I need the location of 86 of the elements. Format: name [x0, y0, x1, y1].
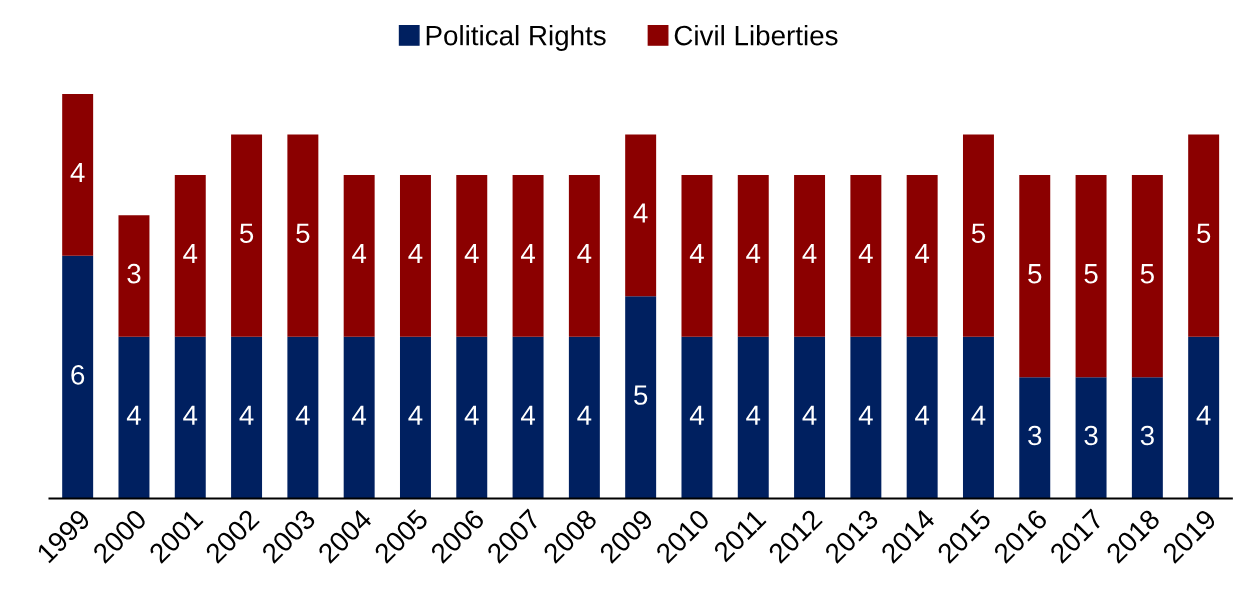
data-label: 4: [858, 405, 873, 425]
bar: [737, 174, 769, 337]
bar: [681, 336, 713, 499]
data-label: 3: [1084, 425, 1098, 446]
bar: [1188, 336, 1220, 499]
bar: [399, 174, 431, 337]
bar: [62, 255, 94, 499]
data-label: 5: [239, 223, 254, 244]
data-label: 4: [352, 243, 367, 263]
data-label: 4: [858, 243, 873, 263]
bar: [231, 134, 263, 337]
bar: [343, 174, 375, 337]
data-label: 6: [71, 364, 85, 385]
bar: [681, 174, 713, 337]
data-label: 4: [295, 405, 310, 425]
bar: [231, 336, 263, 499]
data-label: 4: [577, 405, 592, 425]
data-label: 4: [408, 243, 423, 263]
bar: [1188, 134, 1220, 337]
data-label: 4: [126, 405, 141, 425]
bar: [1131, 174, 1163, 378]
data-label: 4: [915, 405, 930, 425]
legend-label: Civil Liberties: [674, 25, 838, 46]
bar: [287, 134, 319, 337]
data-label: 3: [1140, 425, 1154, 446]
bar: [1019, 174, 1051, 378]
bar: [343, 336, 375, 499]
bar: [456, 174, 488, 337]
data-label: 4: [520, 243, 535, 263]
bar: [512, 336, 544, 499]
bar: [118, 336, 150, 499]
bar: [737, 336, 769, 499]
bar: [794, 174, 826, 337]
bar: [118, 215, 150, 337]
bar: [850, 336, 882, 499]
bar: [625, 134, 657, 297]
data-label: 5: [1197, 223, 1211, 244]
bar: [906, 336, 938, 499]
data-label: 4: [633, 203, 648, 223]
data-label: 4: [464, 243, 479, 263]
bar: [906, 174, 938, 337]
data-label: 4: [915, 243, 930, 263]
data-label: 4: [520, 405, 535, 425]
bar: [625, 296, 657, 499]
data-label: 4: [352, 405, 367, 425]
data-label: 4: [689, 405, 704, 425]
bar: [62, 93, 94, 256]
bar: [174, 174, 206, 337]
data-label: 5: [971, 223, 986, 244]
data-label: 4: [746, 243, 761, 263]
data-label: 4: [802, 405, 817, 425]
data-label: 4: [464, 405, 479, 425]
data-label: 3: [127, 263, 141, 284]
data-label: 4: [802, 243, 817, 263]
bar: [794, 336, 826, 499]
bar: [568, 336, 600, 499]
bar: [1075, 377, 1107, 499]
bar: [399, 336, 431, 499]
data-label: 4: [408, 405, 423, 425]
data-label: 5: [634, 385, 648, 405]
data-label: 4: [746, 405, 761, 425]
data-label: 5: [296, 223, 310, 244]
data-label: 4: [689, 243, 704, 263]
bar: [850, 174, 882, 337]
data-label: 4: [70, 162, 85, 183]
data-label: 3: [1028, 425, 1042, 446]
bar: [962, 134, 994, 337]
data-label: 4: [239, 405, 254, 425]
bar: [568, 174, 600, 337]
bar: [287, 336, 319, 499]
bar: [456, 336, 488, 499]
data-label: 5: [1140, 264, 1154, 284]
bar: [1075, 174, 1107, 378]
data-label: 4: [1196, 405, 1211, 425]
bar: [174, 336, 206, 499]
bar: [1131, 377, 1163, 499]
bar: [1019, 377, 1051, 499]
data-label: 4: [577, 243, 592, 263]
data-label: 5: [1084, 264, 1098, 284]
data-label: 4: [183, 243, 198, 263]
data-label: 4: [183, 405, 198, 425]
legend-label: Political Rights: [426, 25, 606, 51]
data-label: 5: [1028, 264, 1042, 284]
data-label: 4: [971, 405, 986, 425]
bar: [962, 336, 994, 499]
bar: [512, 174, 544, 337]
